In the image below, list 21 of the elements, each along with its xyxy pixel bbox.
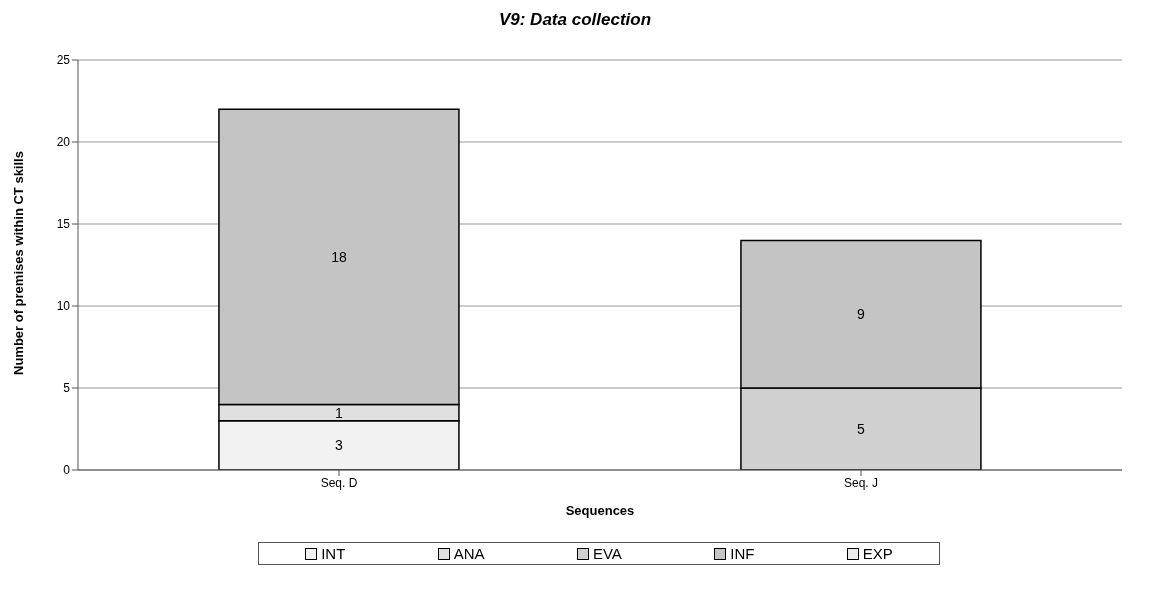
- data-label: 5: [857, 420, 866, 437]
- y-tick-label: 15: [56, 217, 71, 232]
- data-label: 3: [335, 437, 344, 454]
- legend-label: INT: [321, 545, 346, 562]
- legend-label: EVA: [592, 545, 622, 562]
- x-axis-title: Sequences: [565, 503, 635, 518]
- legend-label: INF: [730, 545, 755, 562]
- y-tick-label: 0: [63, 463, 71, 478]
- x-tick-label: Seq. J: [843, 475, 879, 490]
- legend-label: ANA: [453, 545, 485, 562]
- y-tick-label: 10: [56, 299, 71, 314]
- y-tick-label: 5: [63, 381, 71, 396]
- y-axis-title: Number of premises within CT skills: [10, 151, 26, 375]
- data-label: 9: [857, 306, 866, 323]
- x-tick-label: Seq. D: [320, 475, 358, 490]
- legend-label: EXP: [862, 545, 893, 562]
- data-label: 18: [331, 248, 347, 265]
- chart-title: V9: Data collection: [497, 10, 653, 31]
- data-label: 1: [335, 404, 344, 421]
- y-tick-label: 25: [56, 53, 71, 68]
- y-tick-label: 20: [56, 135, 71, 150]
